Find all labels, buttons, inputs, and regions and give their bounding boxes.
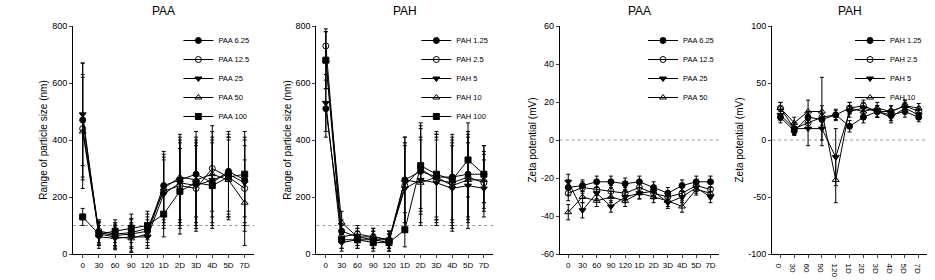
svg-text:120: 120 — [618, 261, 632, 270]
svg-text:120: 120 — [382, 261, 396, 270]
svg-text:1D: 1D — [844, 264, 853, 274]
svg-text:40: 40 — [544, 59, 554, 69]
svg-text:PAA: PAA — [152, 4, 175, 18]
svg-text:PAH 1.25: PAH 1.25 — [890, 36, 922, 45]
svg-text:7D: 7D — [240, 261, 250, 270]
svg-text:5D: 5D — [899, 264, 908, 274]
svg-text:5D: 5D — [691, 261, 701, 270]
svg-text:-50: -50 — [753, 192, 766, 202]
svg-text:Zeta potential (mV): Zeta potential (mV) — [734, 97, 745, 182]
svg-text:0: 0 — [80, 261, 85, 270]
svg-text:120: 120 — [141, 261, 155, 270]
svg-text:800: 800 — [52, 21, 67, 31]
svg-text:20: 20 — [544, 97, 554, 107]
svg-text:3D: 3D — [663, 261, 673, 270]
svg-text:PAH: PAH — [393, 4, 417, 18]
svg-text:0: 0 — [549, 135, 554, 145]
svg-text:50: 50 — [756, 78, 766, 88]
svg-text:4D: 4D — [885, 264, 894, 274]
svg-text:600: 600 — [296, 78, 311, 88]
svg-text:0: 0 — [566, 261, 571, 270]
svg-text:5D: 5D — [223, 261, 233, 270]
svg-text:-60: -60 — [541, 249, 554, 259]
svg-text:2D: 2D — [416, 261, 426, 270]
svg-text:PAA 50: PAA 50 — [218, 93, 242, 102]
svg-text:-100: -100 — [748, 249, 766, 259]
svg-text:4D: 4D — [677, 261, 687, 270]
svg-text:5D: 5D — [463, 261, 473, 270]
svg-text:PAH 5: PAH 5 — [456, 74, 477, 83]
svg-text:2D: 2D — [175, 261, 185, 270]
svg-text:0: 0 — [761, 135, 766, 145]
svg-text:PAH: PAH — [838, 4, 862, 18]
svg-text:Zeta potential (mV): Zeta potential (mV) — [527, 97, 538, 182]
svg-text:600: 600 — [52, 78, 67, 88]
svg-text:PAA 12.5: PAA 12.5 — [683, 55, 714, 64]
svg-text:PAH 2.5: PAH 2.5 — [456, 55, 483, 64]
svg-text:1D: 1D — [634, 261, 644, 270]
svg-text:200: 200 — [52, 192, 67, 202]
svg-text:PAA 100: PAA 100 — [218, 112, 247, 121]
svg-text:4D: 4D — [207, 261, 217, 270]
svg-text:PAA 12.5: PAA 12.5 — [218, 55, 249, 64]
svg-text:90: 90 — [816, 264, 825, 273]
svg-text:Range of particle size (nm): Range of particle size (nm) — [282, 80, 293, 200]
svg-text:PAA 6.25: PAA 6.25 — [218, 36, 249, 45]
svg-text:3D: 3D — [431, 261, 441, 270]
svg-text:60: 60 — [353, 261, 362, 270]
svg-text:60: 60 — [592, 261, 601, 270]
svg-text:3D: 3D — [191, 261, 201, 270]
svg-text:0: 0 — [306, 249, 311, 259]
svg-text:4D: 4D — [447, 261, 457, 270]
svg-text:-20: -20 — [541, 173, 554, 183]
svg-text:400: 400 — [296, 135, 311, 145]
svg-text:7D: 7D — [705, 261, 715, 270]
svg-text:1D: 1D — [159, 261, 169, 270]
svg-text:2D: 2D — [857, 264, 866, 274]
svg-text:0: 0 — [774, 264, 783, 269]
svg-text:90: 90 — [127, 261, 136, 270]
svg-text:60: 60 — [111, 261, 120, 270]
svg-text:1D: 1D — [400, 261, 410, 270]
svg-text:PAA: PAA — [628, 4, 651, 18]
svg-text:0: 0 — [62, 249, 67, 259]
svg-text:Range of particle size (nm): Range of particle size (nm) — [38, 80, 49, 200]
svg-text:400: 400 — [52, 135, 67, 145]
svg-text:PAH 1.25: PAH 1.25 — [456, 36, 488, 45]
svg-text:0: 0 — [324, 261, 329, 270]
svg-text:7D: 7D — [479, 261, 489, 270]
svg-text:PAH 2.5: PAH 2.5 — [890, 55, 917, 64]
svg-text:30: 30 — [94, 261, 103, 270]
svg-text:PAA 25: PAA 25 — [218, 74, 242, 83]
svg-text:800: 800 — [296, 21, 311, 31]
svg-text:PAH 100: PAH 100 — [456, 112, 485, 121]
svg-text:30: 30 — [337, 261, 346, 270]
svg-text:PAH 10: PAH 10 — [890, 93, 915, 102]
svg-text:90: 90 — [606, 261, 615, 270]
svg-text:7D: 7D — [913, 264, 922, 274]
svg-text:PAA 50: PAA 50 — [683, 93, 707, 102]
svg-text:PAA 6.25: PAA 6.25 — [683, 36, 714, 45]
svg-text:30: 30 — [578, 261, 587, 270]
svg-text:PAA 25: PAA 25 — [683, 74, 707, 83]
svg-text:PAH 5: PAH 5 — [890, 74, 911, 83]
svg-text:120: 120 — [830, 264, 839, 278]
svg-text:2D: 2D — [648, 261, 658, 270]
svg-text:200: 200 — [296, 192, 311, 202]
svg-text:-40: -40 — [541, 211, 554, 221]
svg-text:90: 90 — [369, 261, 378, 270]
svg-text:30: 30 — [788, 264, 797, 273]
svg-text:60: 60 — [802, 264, 811, 273]
svg-text:60: 60 — [544, 21, 554, 31]
svg-text:100: 100 — [751, 21, 766, 31]
svg-text:PAH 10: PAH 10 — [456, 93, 481, 102]
svg-text:3D: 3D — [871, 264, 880, 274]
